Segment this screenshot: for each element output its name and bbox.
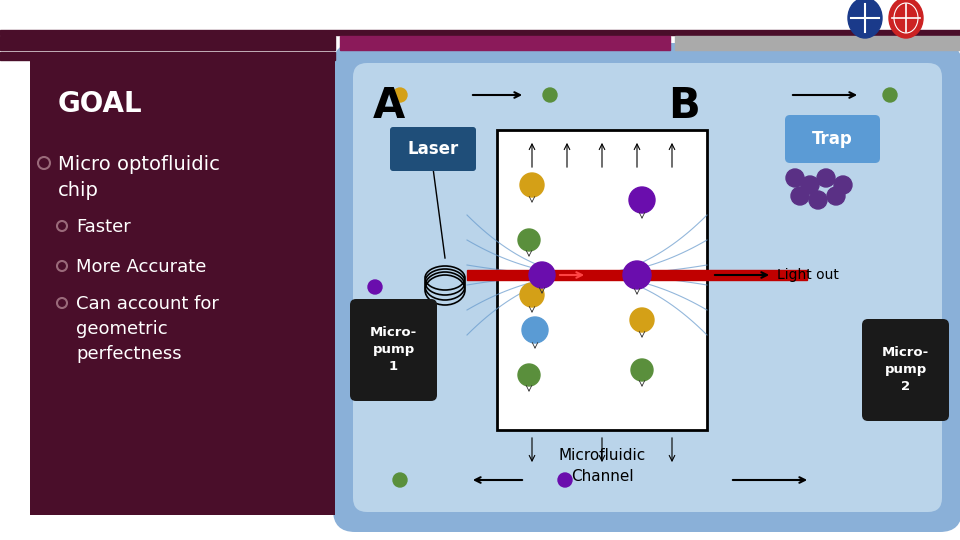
Circle shape [791, 187, 809, 205]
Bar [0, 30, 960, 35]
Circle shape [883, 88, 897, 102]
Text: Micro-
pump
2: Micro- pump 2 [882, 347, 929, 394]
FancyBboxPatch shape [862, 319, 949, 421]
Circle shape [786, 169, 804, 187]
Circle shape [631, 359, 653, 381]
Circle shape [817, 169, 835, 187]
Bar [0, 52, 335, 60]
Text: Faster: Faster [76, 218, 131, 236]
FancyBboxPatch shape [350, 299, 437, 401]
FancyBboxPatch shape [353, 63, 687, 512]
FancyBboxPatch shape [333, 43, 707, 532]
Circle shape [368, 280, 382, 294]
Bar [467, 270, 807, 280]
Text: Light out: Light out [777, 268, 839, 282]
Circle shape [522, 317, 548, 343]
Bar [340, 36, 670, 50]
Ellipse shape [848, 0, 882, 38]
Circle shape [393, 473, 407, 487]
Circle shape [518, 364, 540, 386]
Circle shape [801, 176, 819, 194]
Circle shape [529, 262, 555, 288]
Text: B: B [668, 85, 700, 127]
Circle shape [809, 191, 827, 209]
Text: Trap: Trap [812, 130, 852, 148]
Circle shape [520, 283, 544, 307]
Circle shape [827, 187, 845, 205]
FancyBboxPatch shape [785, 115, 880, 163]
Bar [30, 60, 335, 515]
Circle shape [518, 229, 540, 251]
Text: A: A [373, 85, 405, 127]
Text: Micro-
pump
1: Micro- pump 1 [370, 327, 418, 374]
Circle shape [834, 176, 852, 194]
Circle shape [623, 261, 651, 289]
Text: Microfluidic
Channel: Microfluidic Channel [559, 448, 646, 484]
Circle shape [629, 187, 655, 213]
FancyBboxPatch shape [390, 127, 476, 171]
Text: Laser: Laser [407, 140, 459, 158]
Text: Can account for
geometric
perfectness: Can account for geometric perfectness [76, 295, 219, 363]
Circle shape [543, 88, 557, 102]
Bar [675, 36, 960, 50]
Circle shape [558, 473, 572, 487]
Bar [497, 130, 707, 430]
Circle shape [630, 308, 654, 332]
Circle shape [393, 88, 407, 102]
Bar [0, 36, 335, 50]
Circle shape [520, 173, 544, 197]
Ellipse shape [889, 0, 923, 38]
FancyBboxPatch shape [648, 63, 942, 512]
Text: GOAL: GOAL [58, 90, 143, 118]
Text: Micro optofluidic
chip: Micro optofluidic chip [58, 155, 220, 200]
FancyBboxPatch shape [628, 43, 960, 532]
Text: More Accurate: More Accurate [76, 258, 206, 276]
